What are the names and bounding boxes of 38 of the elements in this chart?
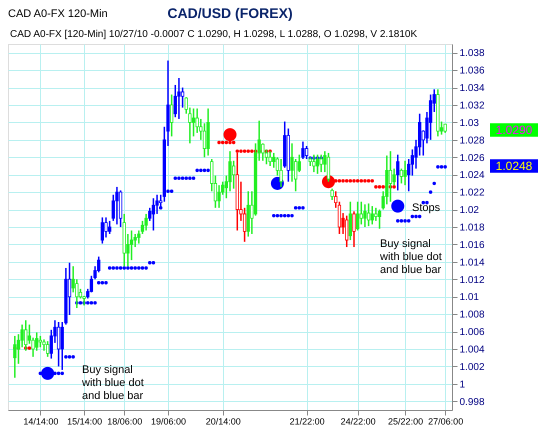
y-tick-label: 1.022: [460, 188, 485, 199]
y-tick-label: 1.018: [460, 222, 485, 234]
annotation: Buy signal with blue dot and blue bar: [379, 238, 442, 276]
y-tick-label: 1.03: [460, 118, 480, 129]
y-tick-label: 1.016: [460, 240, 485, 251]
x-tick-label: 14/14:00: [23, 416, 58, 426]
y-tick-label: 1.012: [460, 274, 485, 286]
annotation: Buy signal with blue dot and blue bar: [81, 364, 144, 402]
text: 1.0290: [496, 123, 533, 137]
y-tick-label: 1.006: [460, 327, 485, 338]
y-tick-label: 1: [460, 379, 466, 390]
y-tick-label: 1.034: [460, 83, 485, 94]
y-tick-label: 1.002: [460, 362, 485, 373]
y-tick-label: 1.008: [460, 310, 485, 321]
text: CAD A0-FX 120-Min: [8, 8, 108, 20]
y-tick-label: 1.01: [460, 292, 480, 304]
annotation: Stops: [412, 202, 441, 214]
y-tick-label: 1.02: [460, 205, 480, 216]
y-tick-label: 0.998: [460, 396, 485, 408]
x-tick-label: 25/22:00: [388, 416, 424, 426]
y-tick-label: 1.026: [460, 152, 485, 164]
x-tick-label: 21/22:00: [290, 416, 325, 426]
x-tick-label: 24/22:00: [340, 416, 376, 426]
x-tick-label: 20/14:00: [206, 416, 241, 426]
chart-title: CAD/USD (FOREX): [167, 5, 293, 21]
x-tick-label: 15/14:00: [67, 416, 102, 426]
x-tick-label: 18/06:00: [107, 416, 142, 426]
x-tick-label: 27/06:00: [428, 416, 464, 426]
y-tick-label: 1.032: [460, 100, 485, 112]
y-tick-label: 1.036: [460, 66, 485, 77]
y-tick-label: 1.024: [460, 170, 485, 182]
text: 1.0248: [496, 159, 533, 173]
y-tick-label: 1.038: [460, 48, 485, 60]
y-tick-label: 1.004: [460, 344, 485, 356]
x-tick-label: 19/06:00: [150, 416, 186, 426]
y-tick-label: 1.028: [460, 135, 485, 146]
y-tick-label: 1.014: [460, 257, 485, 268]
chart-subtitle: CAD A0-FX [120-Min] 10/27/10 -0.0007 C 1.0290, H 1.0298, L 1.0288, O 1.0298, V 2.1810K: [10, 29, 418, 40]
